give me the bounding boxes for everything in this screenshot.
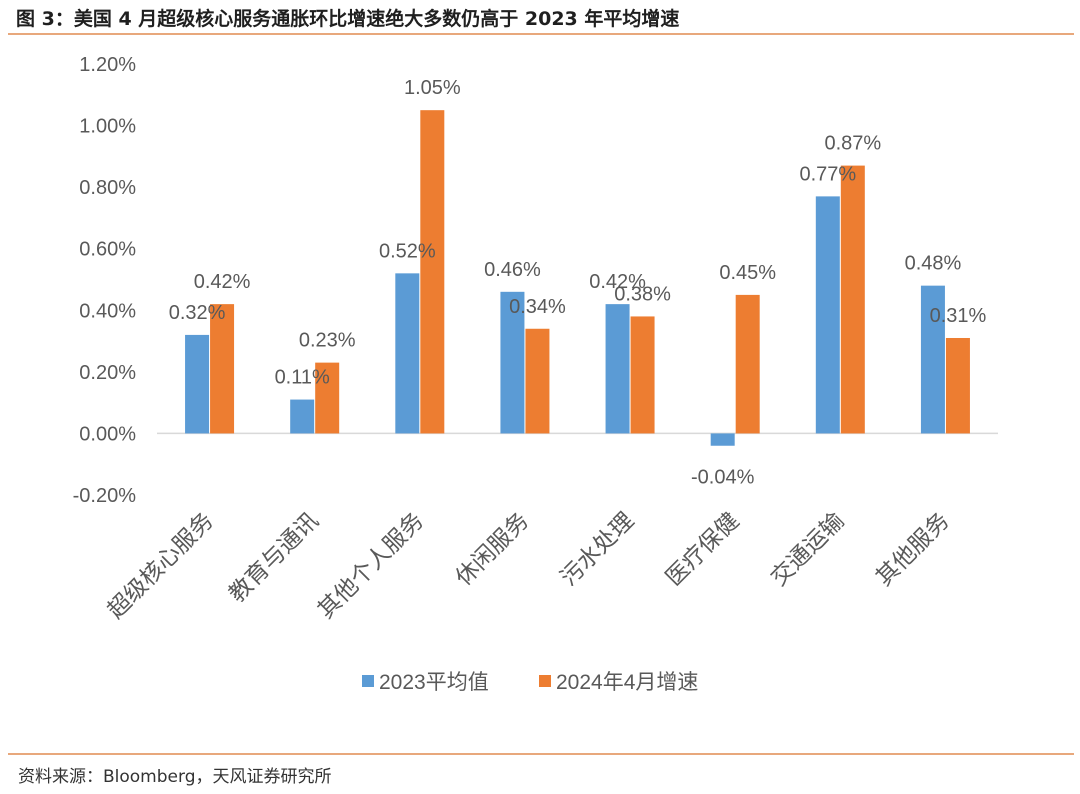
data-label-2024-apr: 0.31% bbox=[930, 305, 987, 327]
data-label-2023-avg: 0.32% bbox=[169, 302, 226, 324]
bar-chart: 1.20% 1.00% 0.80% 0.60% 0.40% 0.20% 0.00% -0.20… bbox=[73, 54, 998, 694]
bar-2024-apr bbox=[735, 294, 760, 434]
bar-2023-avg bbox=[395, 273, 420, 434]
source-note: 资料来源：Bloomberg，天风证券研究所 bbox=[18, 767, 332, 787]
data-label-2024-apr: 0.23% bbox=[299, 330, 356, 352]
bar-2023-avg bbox=[500, 291, 525, 434]
x-tick-label: 医疗保健 bbox=[660, 507, 743, 590]
bar-2024-apr bbox=[525, 328, 550, 434]
y-tick-label: 0.00% bbox=[79, 423, 136, 445]
figure-title: 图 3：美国 4 月超级核心服务通胀环比增速绝大多数仍高于 2023 年平均增速 bbox=[16, 8, 680, 30]
bar-2024-apr bbox=[420, 110, 445, 434]
bar-2024-apr bbox=[945, 337, 970, 434]
bar-2024-apr bbox=[315, 362, 340, 434]
y-tick-label: 0.60% bbox=[79, 239, 136, 261]
y-tick-label: 1.20% bbox=[79, 54, 136, 76]
data-label-2024-apr: 0.38% bbox=[614, 283, 671, 305]
y-tick-label: 0.40% bbox=[79, 300, 136, 322]
bar-2024-apr bbox=[840, 165, 865, 434]
x-tick-label: 休闲服务 bbox=[450, 507, 533, 590]
x-tick-label: 交通运输 bbox=[765, 507, 848, 590]
data-label-2023-avg: 0.11% bbox=[275, 367, 330, 389]
bar-2023-avg bbox=[290, 399, 315, 434]
legend-swatch-2023-avg bbox=[362, 675, 374, 687]
y-tick-label: 0.20% bbox=[79, 362, 136, 384]
data-label-2023-avg: 0.42% bbox=[589, 271, 646, 293]
data-label-2023-avg: 0.46% bbox=[484, 259, 541, 281]
x-tick-label: 污水处理 bbox=[555, 507, 638, 590]
data-label-2023-avg: 0.77% bbox=[799, 163, 856, 185]
bar-2023-avg bbox=[605, 304, 630, 434]
x-tick-label: 其他服务 bbox=[871, 507, 954, 590]
bar-2023-avg bbox=[920, 285, 945, 434]
bar-2024-apr bbox=[630, 316, 655, 434]
bar-2024-apr bbox=[210, 304, 235, 434]
y-tick-label: -0.20% bbox=[73, 485, 137, 507]
legend-swatch-2024-apr bbox=[539, 675, 551, 687]
y-tick-label: 1.00% bbox=[79, 116, 136, 138]
data-label-2024-apr: 0.34% bbox=[509, 296, 566, 318]
data-label-2023-avg: -0.04% bbox=[691, 467, 755, 489]
x-tick-label: 超级核心服务 bbox=[102, 507, 218, 623]
legend-label-2024-apr: 2024年4月增速 bbox=[556, 671, 698, 694]
data-label-2023-avg: 0.48% bbox=[905, 253, 962, 275]
legend-label-2023-avg: 2023平均值 bbox=[379, 671, 489, 694]
x-tick-label: 教育与通讯 bbox=[224, 507, 324, 607]
x-tick-label: 其他个人服务 bbox=[312, 507, 428, 623]
footer-rule bbox=[8, 753, 1074, 755]
data-label-2024-apr: 0.45% bbox=[719, 262, 776, 284]
data-label-2023-avg: 0.52% bbox=[379, 240, 436, 262]
bar-2023-avg bbox=[815, 196, 840, 434]
data-label-2024-apr: 1.05% bbox=[404, 77, 461, 99]
title-rule bbox=[8, 33, 1074, 35]
data-label-2024-apr: 0.87% bbox=[824, 133, 881, 155]
bar-2023-avg bbox=[710, 433, 735, 446]
y-tick-label: 0.80% bbox=[79, 177, 136, 199]
bar-2023-avg bbox=[185, 334, 210, 434]
data-label-2024-apr: 0.42% bbox=[194, 271, 251, 293]
